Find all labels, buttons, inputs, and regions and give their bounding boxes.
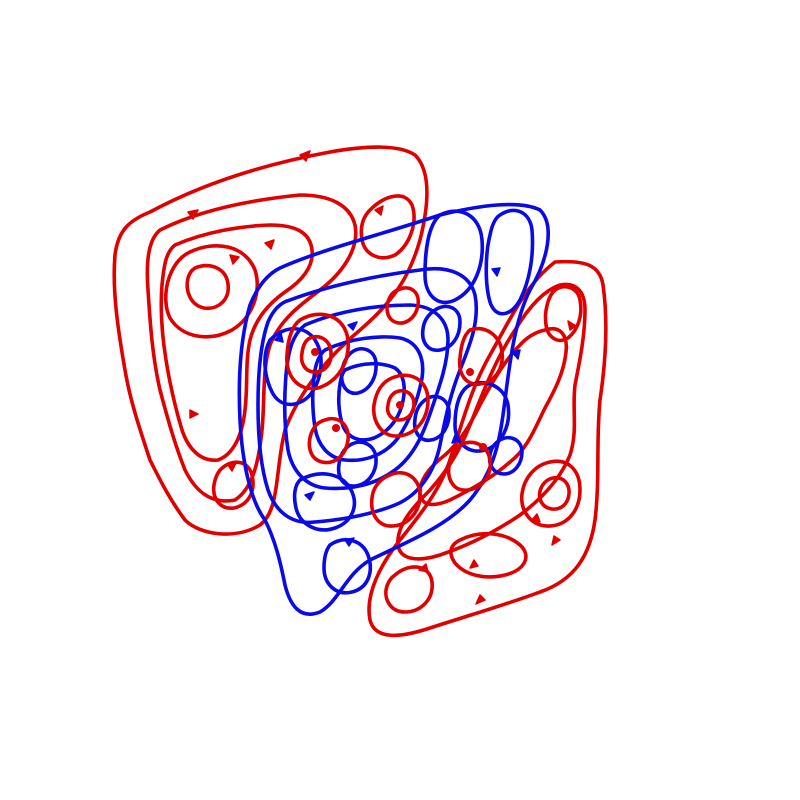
front-loop-2 (396, 282, 587, 561)
middle-loop-5 (336, 361, 406, 442)
arrow-icon (551, 535, 561, 546)
front-vortex-inner (537, 475, 571, 511)
middle-loop-2 (256, 267, 479, 525)
arrow-icon (567, 320, 577, 331)
arrow-icon (530, 513, 541, 523)
back-loop-3 (159, 223, 314, 462)
center-vortex-2-outer (372, 373, 430, 438)
center-red-vortices (285, 286, 505, 528)
middle-plane-field-lines (237, 202, 550, 616)
arrow-icon (227, 462, 237, 472)
middle-small-loop-2 (412, 394, 451, 443)
arrow-icon (274, 332, 284, 343)
middle-loop-3 (282, 303, 450, 491)
center-vortex-1-outer (285, 312, 350, 391)
arrow-icon (264, 239, 275, 250)
middle-small-loop-5 (487, 435, 524, 476)
arrow-icon (229, 254, 240, 265)
vortex-center-dot (466, 368, 474, 376)
center-vortex-6 (307, 417, 350, 465)
front-upper-loop (543, 285, 583, 343)
front-lower-loop-2 (449, 531, 528, 579)
arrow-icon (347, 321, 358, 331)
arrow-icon (469, 559, 479, 569)
middle-loop-left-a (263, 326, 323, 407)
middle-loop-4 (310, 335, 425, 463)
front-vortex-outer (520, 459, 582, 528)
middle-lower-left-loop (322, 538, 373, 595)
middle-outer-loop (237, 202, 550, 616)
arrow-icon (451, 434, 461, 444)
middle-right-loop (484, 208, 535, 316)
arrow-icon (511, 349, 521, 360)
back-loop-2 (145, 193, 358, 503)
back-vortex-outer (163, 244, 260, 339)
middle-upper-right-loop (423, 209, 485, 305)
arrow-icon (374, 205, 384, 216)
back-upper-right-loop (359, 194, 416, 260)
vortex-center-dot (311, 348, 319, 356)
back-plane-field-lines (112, 145, 429, 536)
arrow-icon (189, 409, 199, 419)
arrow-icon (187, 209, 199, 220)
back-outer-loop (112, 145, 429, 536)
arrow-icon (491, 267, 501, 277)
vortex-center-dot (479, 443, 487, 451)
arrow-icon (475, 594, 486, 605)
front-lower-left-loop (384, 565, 434, 614)
front-outer-loop (367, 259, 608, 638)
arrow-icon (299, 150, 311, 162)
arrow-icon (304, 491, 315, 501)
arrow-icon (344, 537, 355, 547)
center-vortex-4 (369, 470, 422, 528)
center-vortex-3 (457, 327, 505, 386)
back-vortex-inner (185, 263, 230, 310)
middle-small-loop-4 (420, 304, 462, 353)
vortex-center-dot (396, 401, 404, 409)
arrow-icon (418, 563, 429, 573)
center-vortex-1-inner (299, 335, 333, 374)
center-vortex-7 (385, 286, 421, 325)
vortex-center-dot (332, 424, 340, 432)
center-vortex-2-inner (385, 388, 416, 422)
